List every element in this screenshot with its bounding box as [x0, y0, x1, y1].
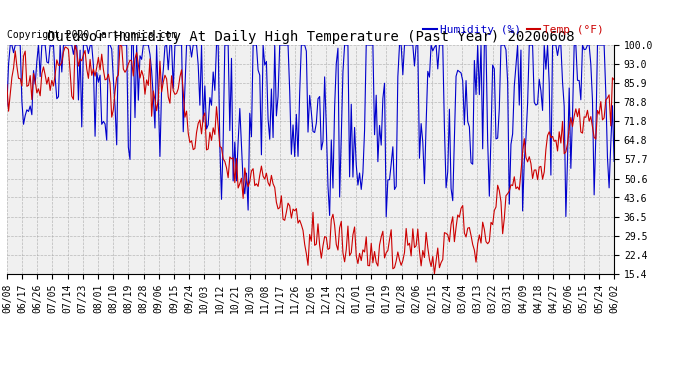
Title: Outdoor Humidity At Daily High Temperature (Past Year) 20200608: Outdoor Humidity At Daily High Temperatu…	[47, 30, 574, 44]
Legend: Humidity (%), Temp (°F): Humidity (%), Temp (°F)	[419, 21, 609, 40]
Text: Copyright 2020 Cartronics.com: Copyright 2020 Cartronics.com	[7, 30, 177, 40]
